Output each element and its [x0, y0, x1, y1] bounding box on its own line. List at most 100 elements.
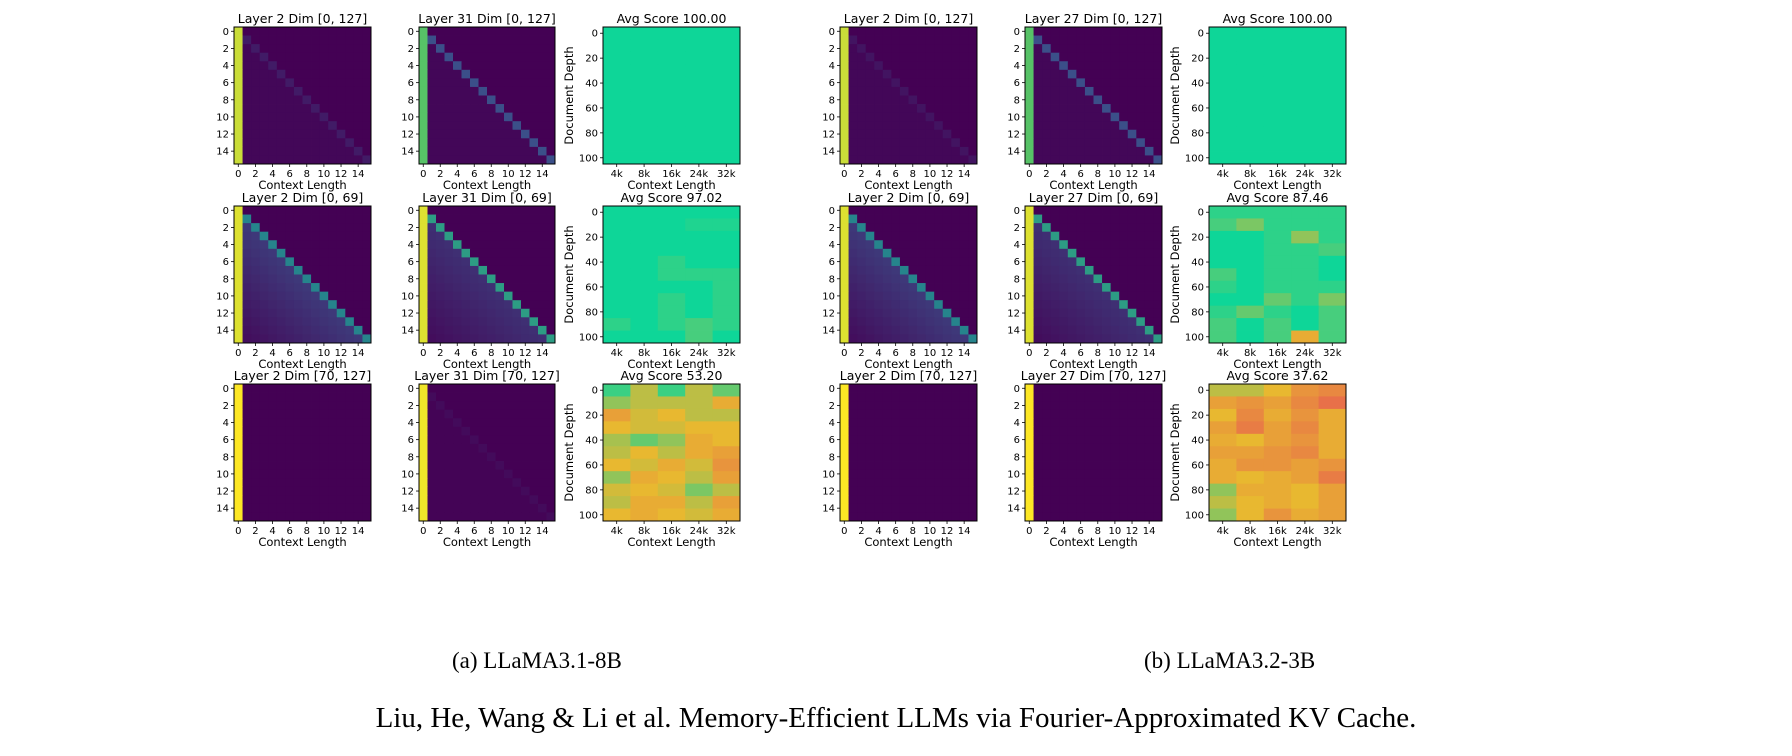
heatmap-cell: [934, 44, 944, 54]
heatmap-cell: [1119, 325, 1129, 335]
heatmap-cell: [1076, 223, 1086, 233]
heatmap-cell: [293, 121, 303, 131]
heatmap-cell: [848, 317, 858, 327]
heatmap-cell: [285, 486, 295, 496]
heatmap-cell: [685, 471, 713, 485]
heatmap-cell: [1236, 101, 1265, 115]
heatmap-cell: [302, 325, 312, 335]
y-tick-label: 8: [829, 95, 835, 106]
heatmap-cell: [1318, 330, 1347, 344]
y-tick-label: 100: [579, 332, 598, 343]
heatmap-cell: [276, 392, 286, 402]
y-tick-label: 14: [822, 504, 835, 515]
heatmap-cell: [538, 27, 547, 36]
heatmap-cell: [1050, 469, 1060, 479]
heatmap-cell: [1263, 293, 1292, 307]
chart-title: Layer 31 Dim [70, 127]: [414, 368, 559, 383]
y-tick-label: 4: [408, 418, 414, 429]
heatmap-cell: [242, 155, 252, 165]
heatmap-cell: [1076, 86, 1086, 96]
heatmap-cell: [345, 452, 355, 462]
heatmap-cell: [1136, 392, 1146, 402]
heatmap-cell: [302, 418, 312, 428]
heatmap-cell: [891, 44, 901, 54]
heatmap-cell: [521, 248, 530, 258]
heatmap-cell: [1067, 27, 1077, 36]
heatmap-cell: [311, 35, 321, 45]
heatmap-cell: [968, 44, 978, 54]
heatmap-cell: [712, 330, 741, 344]
heatmap-cell: [1110, 418, 1120, 428]
heatmap-cell: [1025, 223, 1034, 233]
heatmap-cell: [891, 112, 901, 122]
heatmap-cell: [461, 44, 471, 54]
heatmap-cell: [453, 206, 462, 215]
heatmap-cell: [436, 86, 445, 96]
heatmap-cell: [461, 52, 471, 62]
heatmap-cell: [461, 392, 471, 402]
heatmap-cell: [345, 61, 355, 71]
heatmap-cell: [1042, 214, 1052, 224]
x-tick-label: 2: [437, 348, 443, 359]
heatmap-cell: [495, 392, 505, 402]
heatmap-cell: [951, 223, 961, 233]
heatmap-cell: [268, 231, 278, 241]
heatmap-cell: [1067, 61, 1077, 71]
heatmap-cell: [461, 334, 471, 344]
heatmap-cell: [487, 461, 496, 471]
heatmap-cell: [925, 121, 935, 131]
heatmap-cell: [942, 95, 952, 105]
heatmap-cell: [630, 280, 659, 294]
heatmap-cell: [1136, 265, 1146, 275]
heatmap-cell: [603, 76, 631, 90]
heatmap-cell: [951, 409, 961, 419]
heatmap-cell: [891, 503, 901, 513]
heatmap-cell: [521, 104, 530, 114]
heatmap-cell: [512, 300, 522, 310]
heatmap-cell: [657, 151, 686, 165]
heatmap-cell: [259, 138, 269, 148]
heatmap-cell: [521, 512, 530, 522]
heatmap-cell: [1033, 265, 1043, 275]
heatmap-cell: [293, 52, 303, 62]
heatmap-cell: [504, 129, 513, 139]
x-tick-label: 2: [1043, 169, 1049, 180]
heatmap-cell: [1102, 44, 1112, 54]
heatmap-cell: [453, 495, 462, 505]
heatmap-cell: [1084, 35, 1094, 45]
heatmap-cell: [603, 408, 631, 422]
heatmap-cell: [302, 27, 312, 36]
heatmap-cell: [495, 61, 505, 71]
heatmap-cell: [1025, 112, 1034, 122]
heatmap-cell: [951, 334, 961, 344]
heatmap-cell: [1236, 318, 1265, 331]
heatmap-cell: [311, 214, 321, 224]
heatmap-cell: [546, 317, 556, 327]
heatmap-cell: [504, 86, 513, 96]
heatmap-cell: [529, 223, 539, 233]
heatmap-cell: [1102, 27, 1112, 36]
heatmap-cell: [461, 426, 471, 436]
heatmap-cell: [251, 69, 261, 79]
heatmap-cell: [1119, 138, 1129, 148]
heatmap-cell: [857, 265, 867, 275]
heatmap-cell: [603, 64, 631, 78]
heatmap-cell: [302, 104, 312, 114]
heatmap-cell: [512, 44, 522, 54]
heatmap-cell: [1042, 69, 1052, 79]
heatmap-cell: [478, 214, 488, 224]
heatmap-cell: [899, 435, 909, 445]
heatmap-cell: [857, 512, 867, 522]
heatmap-cell: [328, 512, 338, 522]
heatmap-cell: [319, 503, 329, 513]
heatmap-cell: [268, 240, 278, 250]
heatmap-cell: [891, 223, 901, 233]
heatmap-cell: [293, 452, 303, 462]
x-axis-label: Context Length: [1049, 178, 1137, 192]
y-tick-label: 40: [585, 258, 598, 269]
heatmap-cell: [504, 461, 513, 471]
heatmap-cell: [630, 243, 659, 257]
heatmap-cell: [419, 129, 428, 139]
heatmap-cell: [917, 52, 927, 62]
heatmap-cell: [1042, 334, 1052, 344]
